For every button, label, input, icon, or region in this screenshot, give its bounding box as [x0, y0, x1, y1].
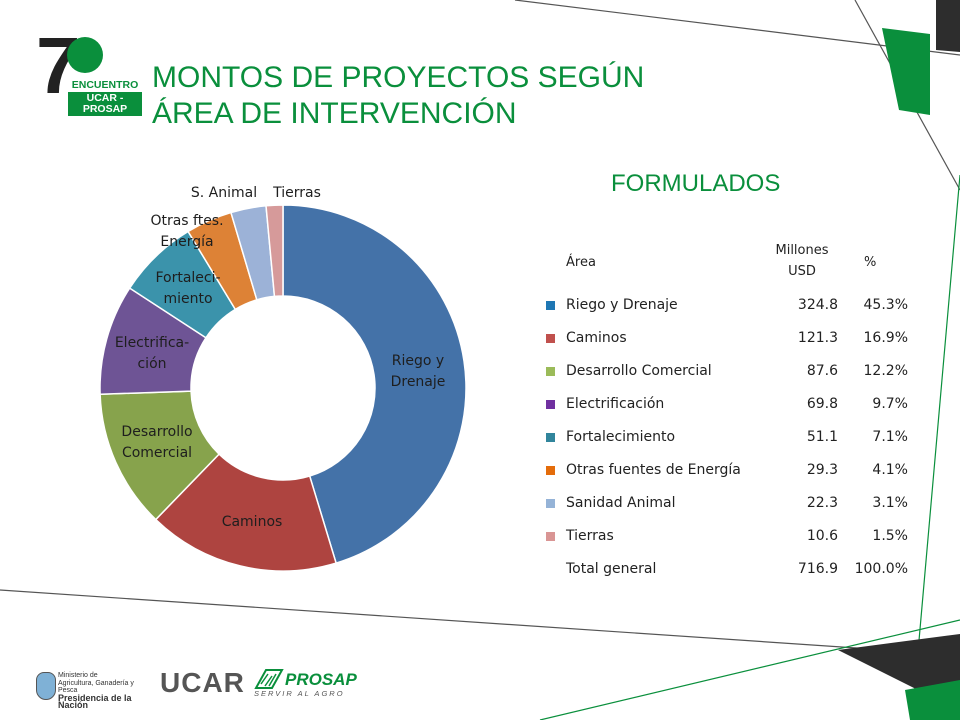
row-area: Caminos — [566, 330, 627, 346]
slice-label: Desarrollo Comercial — [121, 424, 193, 461]
row-pct: 9.7% — [872, 396, 908, 412]
slice-label: Otras ftes. Energía — [150, 213, 224, 250]
total-pct: 100.0% — [854, 561, 908, 577]
total-area: Total general — [566, 561, 657, 577]
slice-label: Electrifica- ción — [114, 335, 190, 372]
page-title: MONTOS DE PROYECTOS SEGÚN ÁREA DE INTERV… — [152, 60, 644, 132]
donut-slice — [265, 204, 284, 298]
row-millones: 69.8 — [806, 396, 838, 412]
legend-swatch — [546, 400, 555, 409]
header-millones-line2: USD — [788, 264, 816, 279]
row-area: Sanidad Animal — [566, 495, 676, 511]
ucar-logo: UCAR — [160, 667, 245, 698]
ministry-line3: Presidencia de la Nación — [58, 692, 132, 710]
logo-line2: UCAR - PROSAP — [68, 92, 142, 116]
row-pct: 12.2% — [863, 363, 908, 379]
row-millones: 22.3 — [806, 495, 838, 511]
slice-label: Riego y Drenaje — [390, 353, 446, 390]
slice-label: Caminos — [221, 513, 283, 530]
row-millones: 51.1 — [806, 429, 838, 445]
slice-label: Tierras — [273, 184, 321, 201]
argentina-seal-icon — [36, 672, 56, 700]
legend-swatch — [546, 466, 555, 475]
row-area: Desarrollo Comercial — [566, 363, 712, 379]
chart-subtitle: FORMULADOS — [611, 170, 781, 197]
row-area: Riego y Drenaje — [566, 297, 678, 313]
row-pct: 45.3% — [863, 297, 908, 313]
title-line1: MONTOS DE PROYECTOS SEGÚN — [152, 61, 645, 94]
row-millones: 29.3 — [806, 462, 838, 478]
row-pct: 16.9% — [863, 330, 908, 346]
donut-slice — [154, 453, 338, 572]
legend-swatch — [546, 334, 555, 343]
encuentro-logo: 7 ENCUENTRO UCAR - PROSAP — [36, 26, 146, 116]
ministry-line2: Agricultura, Ganadería y Pesca — [58, 679, 134, 695]
legend-swatch — [546, 532, 555, 541]
logo-line1: ENCUENTRO — [71, 79, 139, 91]
legend-swatch — [546, 433, 555, 442]
row-area: Fortalecimiento — [566, 429, 676, 445]
ministry-logo: Ministerio de Agricultura, Ganadería y P… — [58, 672, 150, 710]
row-pct: 1.5% — [872, 528, 908, 544]
slice-label: S. Animal — [190, 184, 258, 201]
prosap-name: PROSAP — [285, 670, 357, 689]
prosap-logo: PROSAP SERVIR AL AGRO — [252, 668, 357, 700]
row-pct: 4.1% — [872, 462, 908, 478]
row-pct: 3.1% — [872, 495, 908, 511]
row-area: Tierras — [566, 528, 614, 544]
legend-swatch — [546, 499, 555, 508]
row-pct: 7.1% — [872, 429, 908, 445]
header-area: Área — [566, 255, 596, 270]
row-area: Otras fuentes de Energía — [566, 462, 741, 478]
row-millones: 121.3 — [797, 330, 838, 346]
legend-swatch — [546, 367, 555, 376]
legend-swatch — [546, 301, 555, 310]
logo-dot — [67, 37, 103, 73]
donut-slice — [282, 204, 467, 565]
row-area: Electrificación — [566, 396, 665, 412]
row-millones: 10.6 — [806, 528, 838, 544]
header-millones: Millones USD — [764, 240, 840, 282]
slice-label: Fortaleci- miento — [155, 270, 221, 307]
header-pct: % — [864, 255, 877, 270]
prosap-tagline: SERVIR AL AGRO — [254, 689, 345, 698]
title-line2: ÁREA DE INTERVENCIÓN — [152, 97, 517, 130]
ministry-line1: Ministerio de — [58, 672, 98, 679]
header-millones-line1: Millones — [775, 243, 829, 258]
row-millones: 324.8 — [797, 297, 838, 313]
row-millones: 87.6 — [806, 363, 838, 379]
total-millones: 716.9 — [797, 561, 838, 577]
prosap-mark-icon — [254, 669, 284, 689]
